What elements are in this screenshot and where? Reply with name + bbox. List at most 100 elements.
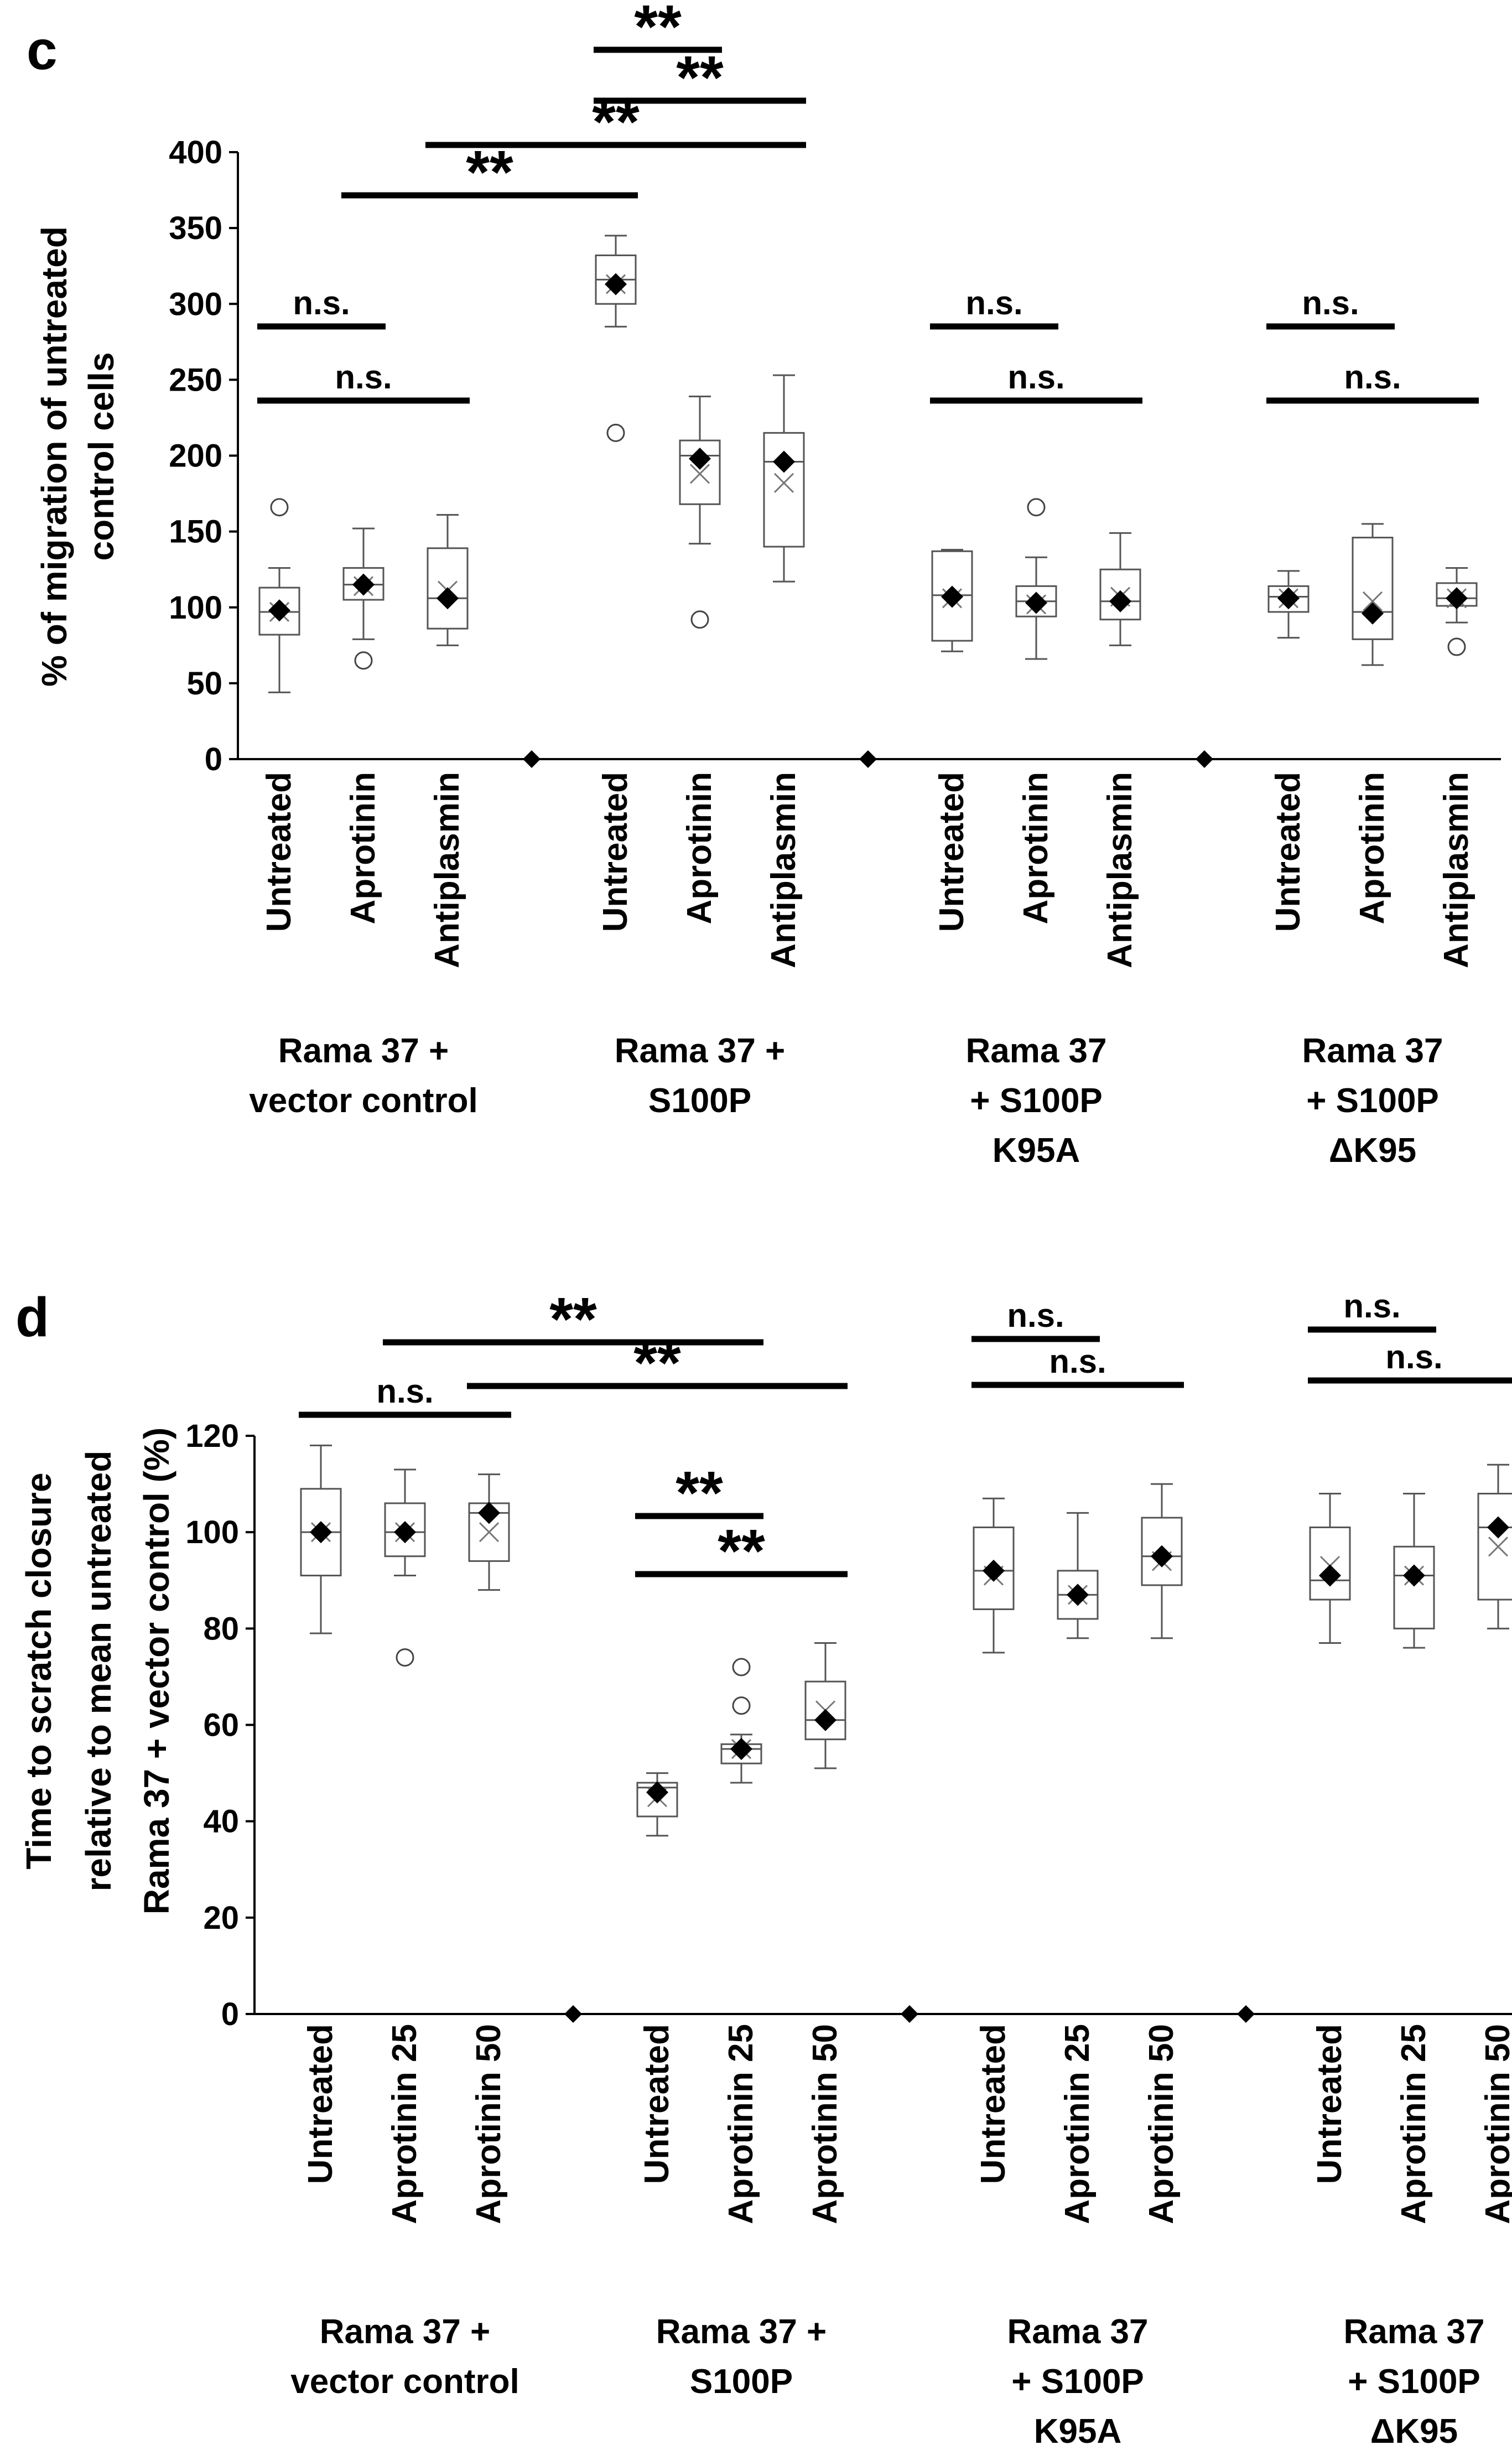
significance-stars: ** [549,1285,597,1353]
mean-diamond [352,573,375,596]
group-label-line: + S100P [970,1082,1103,1120]
y-tick-label: 80 [203,1611,239,1647]
mean-diamond [646,1781,668,1804]
category-label: Aprotinin [1017,772,1055,925]
mean-diamond [268,599,290,622]
y-tick-label: 350 [169,210,222,246]
significance-stars: ** [718,1517,765,1585]
significance-ns: n.s. [335,359,392,396]
group-label-line: ΔK95 [1370,2412,1458,2450]
y-axis-label-line: % of migration of untreated [34,226,74,687]
mean-diamond [1446,587,1468,610]
mean-diamond [1151,1545,1173,1567]
category-label: Aprotinin 50 [1479,2024,1512,2224]
group-label-line: Rama 37 [965,1032,1106,1070]
category-label: Untreated [933,772,971,932]
group-label-line: Rama 37 + [278,1032,449,1070]
category-label: Antiplasmin [765,772,803,968]
y-tick-label: 100 [169,590,222,626]
box-outlier [396,1648,414,1667]
mean-diamond [394,1521,416,1544]
group-label-line: Rama 37 [1007,2313,1148,2351]
category-label: Aprotinin 25 [722,2024,760,2224]
significance-ns: n.s. [1007,1297,1064,1334]
y-tick-label: 150 [169,514,222,550]
group-label-line: vector control [249,1082,477,1120]
y-tick-label: 250 [169,362,222,398]
category-label: Aprotinin 50 [1142,2024,1181,2224]
significance-stars: ** [676,44,724,112]
box-outlier [1447,637,1466,656]
y-axis-label-line: relative to mean untreated [79,1451,118,1892]
box-mean-cross [773,473,794,493]
group-label-line: + S100P [1011,2363,1144,2401]
y-tick-label: 40 [203,1804,239,1840]
mean-diamond [605,273,627,295]
separator-marker [564,2005,582,2023]
box-outlier [690,610,709,629]
mean-diamond [437,587,459,610]
group-label-line: S100P [648,1082,751,1120]
significance-ns: n.s. [1344,359,1401,396]
category-label: Untreated [302,2024,340,2184]
category-label: Aprotinin [1353,772,1391,925]
box-outlier [354,651,373,670]
category-label: Aprotinin 50 [806,2024,844,2224]
mean-diamond [1067,1584,1089,1606]
category-label: Aprotinin 50 [470,2024,508,2224]
y-tick-label: 0 [205,741,222,777]
category-label: Untreated [1269,772,1307,932]
mean-diamond [1277,587,1300,610]
category-label: Untreated [974,2024,1012,2184]
category-label: Aprotinin 25 [1395,2024,1433,2224]
box-iqr [1393,1545,1435,1629]
box-outlier [606,423,625,442]
category-label: Antiplasmin [1437,772,1475,968]
group-label-line: Rama 37 [1302,1032,1443,1070]
group-label-line: Rama 37 + [656,2313,827,2351]
group-label-line: vector control [290,2363,519,2401]
mean-diamond [1319,1564,1341,1587]
category-label: Aprotinin 25 [386,2024,424,2224]
category-label: Untreated [596,772,635,932]
box-outlier [1027,498,1046,517]
y-tick-label: 100 [185,1514,239,1550]
separator-marker [1196,750,1213,768]
group-label-line: + S100P [1348,2363,1480,2401]
mean-diamond [1487,1516,1509,1539]
mean-diamond [773,450,795,473]
significance-stars: ** [633,1329,681,1397]
mean-diamond [983,1559,1005,1582]
significance-ns: n.s. [376,1373,433,1410]
y-axis-label-line: control cells [81,352,121,561]
chart-d: 0 20 40 60 80 100 120 Time to scratch closure re… [19,1285,1512,2450]
category-label: Aprotinin [680,772,719,925]
group-label-line: K95A [1034,2412,1122,2450]
y-tick-label: 50 [186,666,222,702]
y-tick-label: 400 [169,134,222,170]
y-axis-label-line: Rama 37 + vector control (%) [137,1428,176,1914]
group-label-line: S100P [690,2363,793,2401]
box-iqr [384,1502,426,1558]
significance-stars: ** [676,1459,723,1527]
category-label: Aprotinin [344,772,382,925]
box-iqr [763,432,805,548]
significance-ns: n.s. [1302,284,1359,321]
separator-marker [523,750,541,768]
category-label: Untreated [638,2024,676,2184]
significance-ns: n.s. [1007,359,1064,396]
box-mean-cross [1362,591,1383,611]
significance-ns: n.s. [965,284,1022,321]
significance-stars: ** [466,138,513,206]
significance-ns: n.s. [1385,1338,1442,1375]
mean-diamond [1109,590,1131,612]
box-iqr [1309,1526,1351,1601]
separator-marker [901,2005,918,2023]
mean-diamond [1403,1564,1425,1587]
box-iqr [1477,1493,1512,1601]
box-mean-cross [1488,1537,1509,1557]
box-mean-cross [689,464,710,484]
box-outlier [270,498,289,517]
group-label-line: Rama 37 + [615,1032,786,1070]
category-label: Aprotinin 25 [1058,2024,1097,2224]
